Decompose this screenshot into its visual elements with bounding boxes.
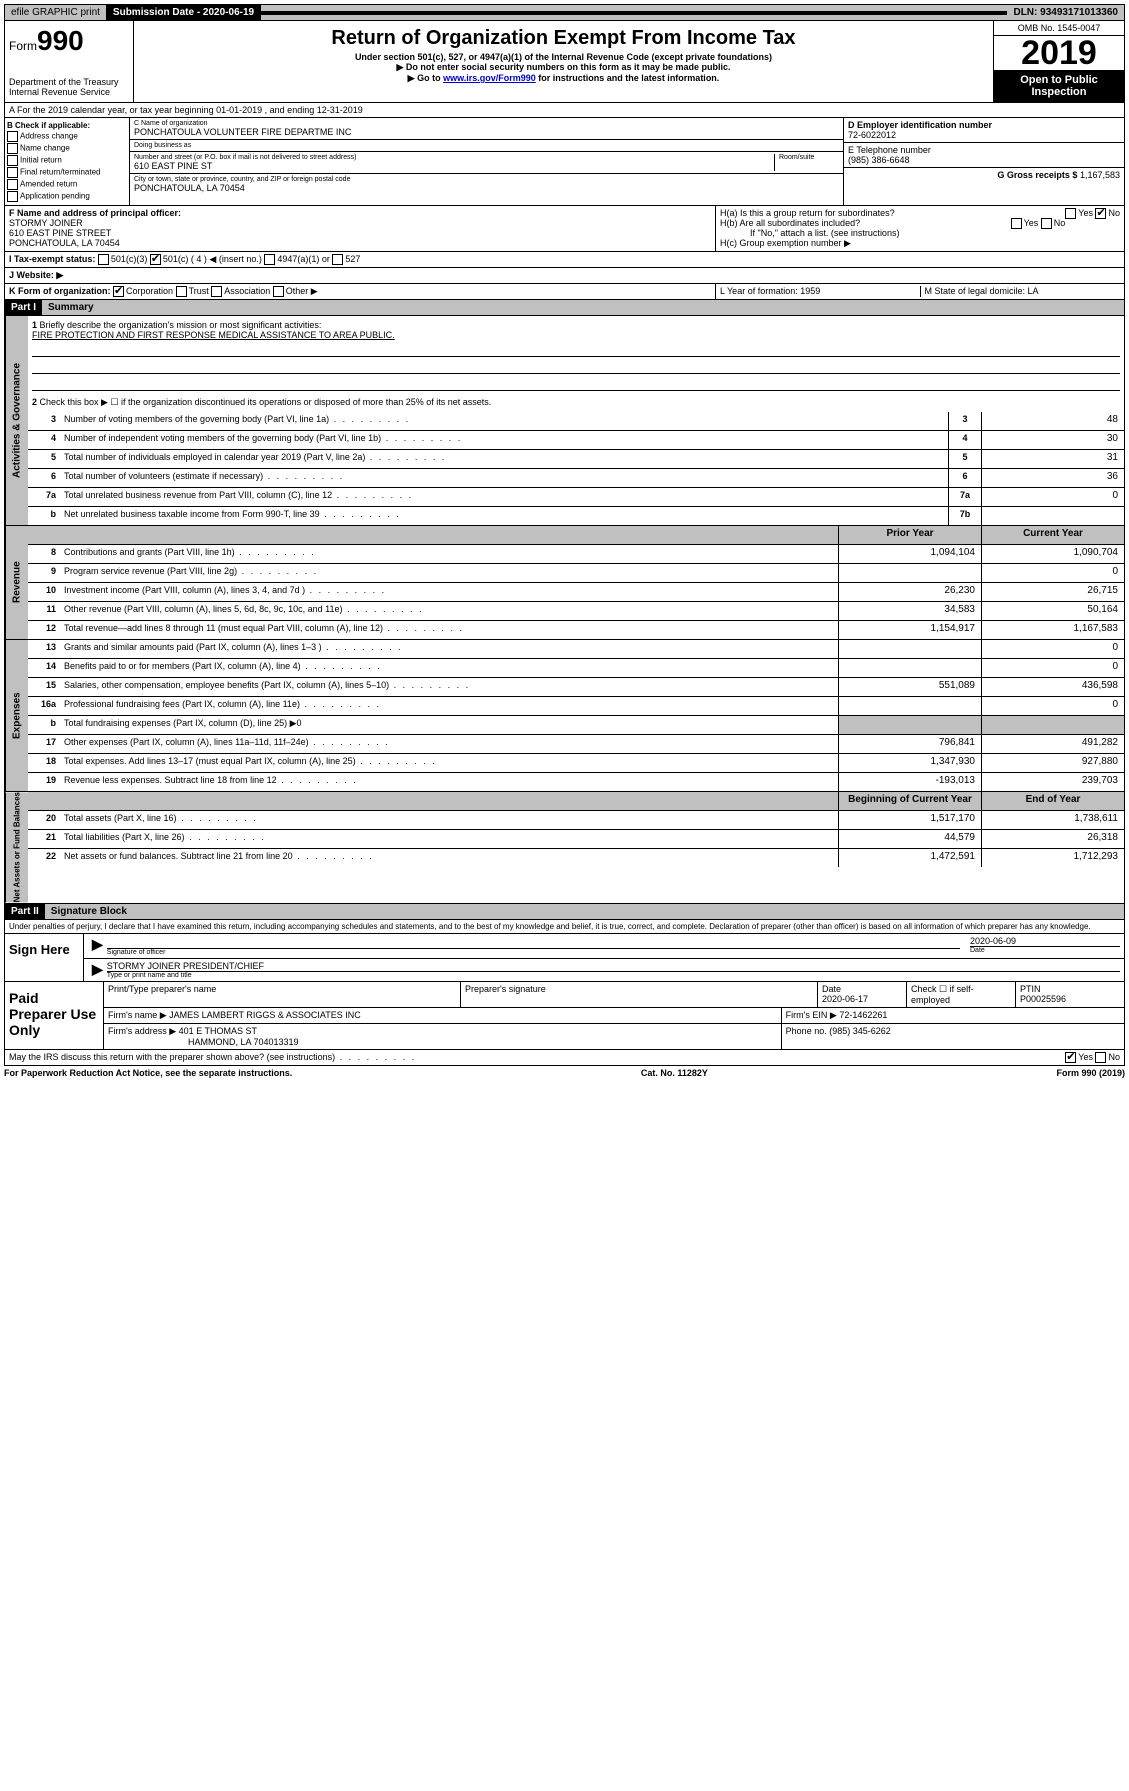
table-row: 4Number of independent voting members of…: [28, 431, 1124, 450]
row-i: I Tax-exempt status: 501(c)(3) 501(c) ( …: [4, 252, 1125, 268]
form-subtitle: Under section 501(c), 527, or 4947(a)(1)…: [138, 52, 989, 62]
efile-label[interactable]: efile GRAPHIC print: [5, 5, 107, 20]
form-label: Form: [9, 39, 37, 53]
section-bcd: B Check if applicable: Address change Na…: [4, 118, 1125, 206]
row-a: A For the 2019 calendar year, or tax yea…: [4, 103, 1125, 118]
org-address: 610 EAST PINE ST: [134, 161, 774, 171]
form-header: Form990 Department of the Treasury Inter…: [4, 21, 1125, 103]
table-row: 17Other expenses (Part IX, column (A), l…: [28, 735, 1124, 754]
table-row: 11Other revenue (Part VIII, column (A), …: [28, 602, 1124, 621]
side-governance: Activities & Governance: [5, 316, 28, 525]
phone: (985) 386-6648: [848, 155, 1120, 165]
table-row: 21Total liabilities (Part X, line 26)44,…: [28, 830, 1124, 849]
table-row: 6Total number of volunteers (estimate if…: [28, 469, 1124, 488]
dept-label: Department of the Treasury Internal Reve…: [9, 77, 129, 97]
table-row: 10Investment income (Part VIII, column (…: [28, 583, 1124, 602]
col-c: C Name of organization PONCHATOULA VOLUN…: [130, 118, 843, 205]
footer: For Paperwork Reduction Act Notice, see …: [4, 1066, 1125, 1080]
governance-section: Activities & Governance 1 Briefly descri…: [4, 316, 1125, 526]
col-d: D Employer identification number 72-6022…: [843, 118, 1124, 205]
form-number: 990: [37, 25, 84, 56]
table-row: 13Grants and similar amounts paid (Part …: [28, 640, 1124, 659]
table-row: 12Total revenue—add lines 8 through 11 (…: [28, 621, 1124, 639]
table-row: 18Total expenses. Add lines 13–17 (must …: [28, 754, 1124, 773]
table-row: 19Revenue less expenses. Subtract line 1…: [28, 773, 1124, 791]
ein: 72-6022012: [848, 130, 1120, 140]
gross-receipts: 1,167,583: [1080, 170, 1120, 180]
firm-name: JAMES LAMBERT RIGGS & ASSOCIATES INC: [169, 1010, 361, 1020]
part2-header: Part II Signature Block: [4, 904, 1125, 920]
org-name: PONCHATOULA VOLUNTEER FIRE DEPARTME INC: [134, 127, 839, 137]
top-bar: efile GRAPHIC print Submission Date - 20…: [4, 4, 1125, 21]
side-net: Net Assets or Fund Balances: [5, 792, 28, 902]
submission-date: Submission Date - 2020-06-19: [107, 5, 261, 20]
revenue-section: Revenue Prior Year Current Year 8Contrib…: [4, 526, 1125, 640]
table-row: 7aTotal unrelated business revenue from …: [28, 488, 1124, 507]
table-row: 9Program service revenue (Part VIII, lin…: [28, 564, 1124, 583]
table-row: 20Total assets (Part X, line 16)1,517,17…: [28, 811, 1124, 830]
table-row: 3Number of voting members of the governi…: [28, 412, 1124, 431]
side-expenses: Expenses: [5, 640, 28, 791]
expenses-section: Expenses 13Grants and similar amounts pa…: [4, 640, 1125, 792]
table-row: 14Benefits paid to or for members (Part …: [28, 659, 1124, 678]
side-revenue: Revenue: [5, 526, 28, 639]
table-row: 5Total number of individuals employed in…: [28, 450, 1124, 469]
netassets-section: Net Assets or Fund Balances Beginning of…: [4, 792, 1125, 903]
row-klm: K Form of organization: Corporation Trus…: [4, 284, 1125, 300]
mission: FIRE PROTECTION AND FIRST RESPONSE MEDIC…: [32, 330, 395, 340]
table-row: 15Salaries, other compensation, employee…: [28, 678, 1124, 697]
open-public: Open to Public Inspection: [994, 70, 1124, 102]
paid-preparer-label: Paid Preparer Use Only: [5, 982, 104, 1049]
table-row: 22Net assets or fund balances. Subtract …: [28, 849, 1124, 867]
table-row: 8Contributions and grants (Part VIII, li…: [28, 545, 1124, 564]
col-b: B Check if applicable: Address change Na…: [5, 118, 130, 205]
table-row: bTotal fundraising expenses (Part IX, co…: [28, 716, 1124, 735]
officer-name: STORMY JOINER PRESIDENT/CHIEF: [107, 961, 1120, 972]
row-j: J Website: ▶: [4, 268, 1125, 284]
org-city: PONCHATOULA, LA 70454: [134, 183, 839, 193]
table-row: bNet unrelated business taxable income f…: [28, 507, 1124, 525]
row-fh: F Name and address of principal officer:…: [4, 206, 1125, 252]
form-note1: ▶ Do not enter social security numbers o…: [138, 62, 989, 73]
table-row: 16aProfessional fundraising fees (Part I…: [28, 697, 1124, 716]
part1-header: Part I Summary: [4, 300, 1125, 316]
sign-here-label: Sign Here: [5, 934, 84, 981]
dln: DLN: 93493171013360: [1007, 5, 1124, 20]
signature-block: Under penalties of perjury, I declare th…: [4, 920, 1125, 1066]
tax-year: 2019: [994, 36, 1124, 70]
irs-link[interactable]: www.irs.gov/Form990: [443, 73, 536, 83]
form-title: Return of Organization Exempt From Incom…: [138, 27, 989, 50]
